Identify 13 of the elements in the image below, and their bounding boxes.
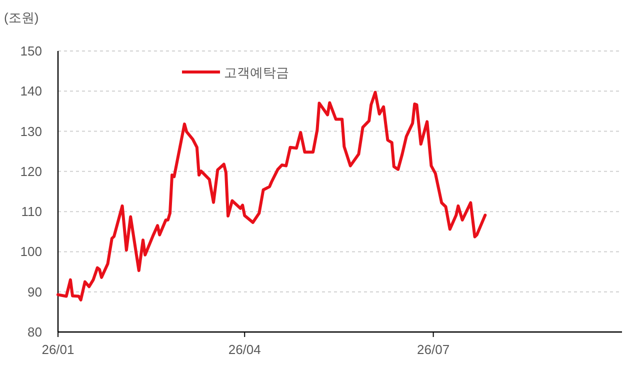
y-tick-label: 130 xyxy=(20,124,42,139)
x-tick-label: 26/04 xyxy=(228,342,261,357)
ylabel: (조원) xyxy=(4,10,39,25)
y-tick-label: 150 xyxy=(20,44,42,58)
y-tick-label: 110 xyxy=(21,204,42,220)
y-tick-label: 120 xyxy=(20,164,42,179)
x-tick-label: 26/07 xyxy=(417,342,450,357)
y-tick-label: 90 xyxy=(28,284,42,300)
x-tick-label: 26/01 xyxy=(42,342,74,357)
y-tick-label: 140 xyxy=(20,84,42,99)
y-tick-label: 100 xyxy=(20,244,42,260)
y-tick-label: 80 xyxy=(28,324,42,340)
legend-label: 고객예탁금 xyxy=(224,65,289,80)
